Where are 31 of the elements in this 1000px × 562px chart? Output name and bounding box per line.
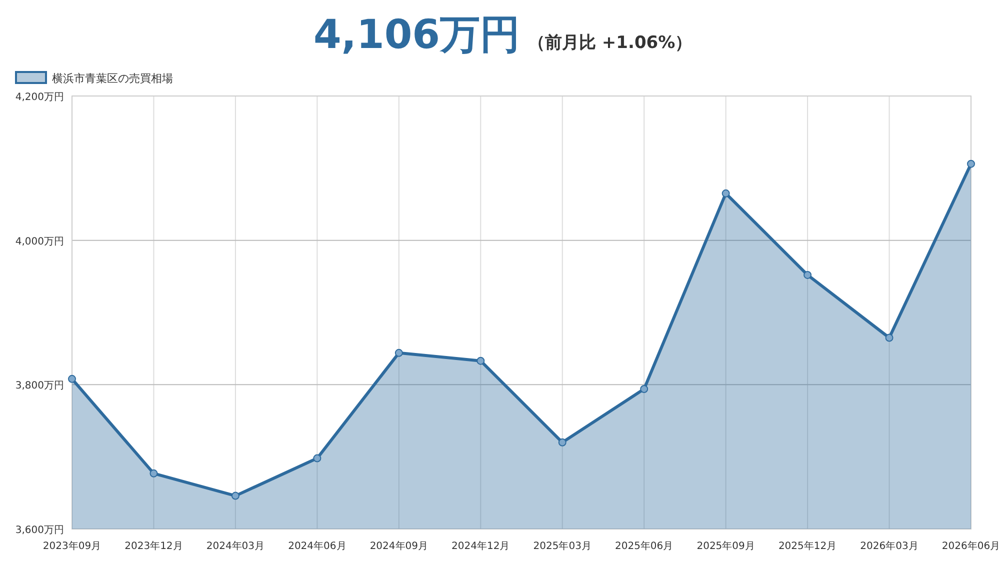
x-tick-label: 2026年03月 xyxy=(860,540,918,552)
y-tick-label: 4,200万円 xyxy=(15,92,64,103)
chart-title: 4,106万円 xyxy=(313,12,520,58)
y-tick-label: 4,000万円 xyxy=(15,236,64,248)
y-tick-label: 3,600万円 xyxy=(15,525,64,536)
point xyxy=(231,492,240,500)
x-tick-label: 2023年12月 xyxy=(124,540,183,552)
x-tick-label: 2024年03月 xyxy=(206,540,265,552)
x-tick-label: 2025年12月 xyxy=(778,540,837,552)
x-tick-label: 2024年12月 xyxy=(452,540,510,552)
point xyxy=(967,160,975,168)
point xyxy=(722,189,730,198)
x-tick-label: 2025年03月 xyxy=(533,540,592,552)
point xyxy=(150,469,158,478)
legend-label: 横浜市青葉区の売買相場 xyxy=(52,72,173,85)
x-tick-label: 2025年09月 xyxy=(696,540,755,552)
point xyxy=(885,334,894,342)
point xyxy=(804,270,812,279)
point xyxy=(558,438,566,446)
x-tick-label: 2025年06月 xyxy=(614,540,674,552)
point xyxy=(640,384,648,393)
x-tick-label: 2024年06月 xyxy=(288,540,346,552)
chart-subtitle: （前月比 +1.06%） xyxy=(528,33,692,53)
x-tick-label: 2026年06月 xyxy=(942,540,1000,552)
x-tick-label: 2024年09月 xyxy=(370,540,428,552)
point xyxy=(68,374,76,383)
x-tick-label: 2023年09月 xyxy=(42,540,102,552)
point xyxy=(394,348,403,357)
y-tick-label: 3,800万円 xyxy=(15,380,64,392)
point xyxy=(313,454,322,462)
point xyxy=(476,356,485,365)
